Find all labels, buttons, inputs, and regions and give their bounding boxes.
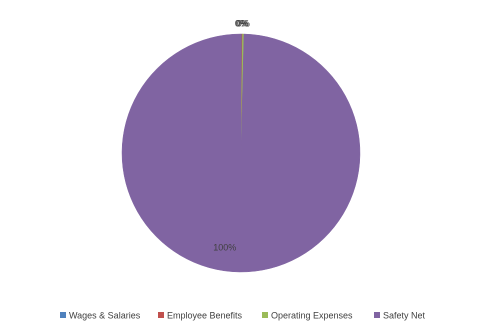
legend-label: Wages & Salaries <box>69 310 141 320</box>
legend-swatch <box>158 312 164 318</box>
data-label: 0% <box>236 18 249 28</box>
legend-swatch <box>262 312 268 318</box>
legend-label: Safety Net <box>383 310 426 320</box>
legend-label: Operating Expenses <box>271 310 353 320</box>
legend-swatch <box>374 312 380 318</box>
legend-label: Employee Benefits <box>167 310 243 320</box>
data-label: 0% <box>237 18 250 28</box>
legend-swatch <box>60 312 66 318</box>
data-label: 0% <box>235 18 248 28</box>
pie-slice <box>121 33 361 273</box>
data-label: 100% <box>213 243 236 253</box>
